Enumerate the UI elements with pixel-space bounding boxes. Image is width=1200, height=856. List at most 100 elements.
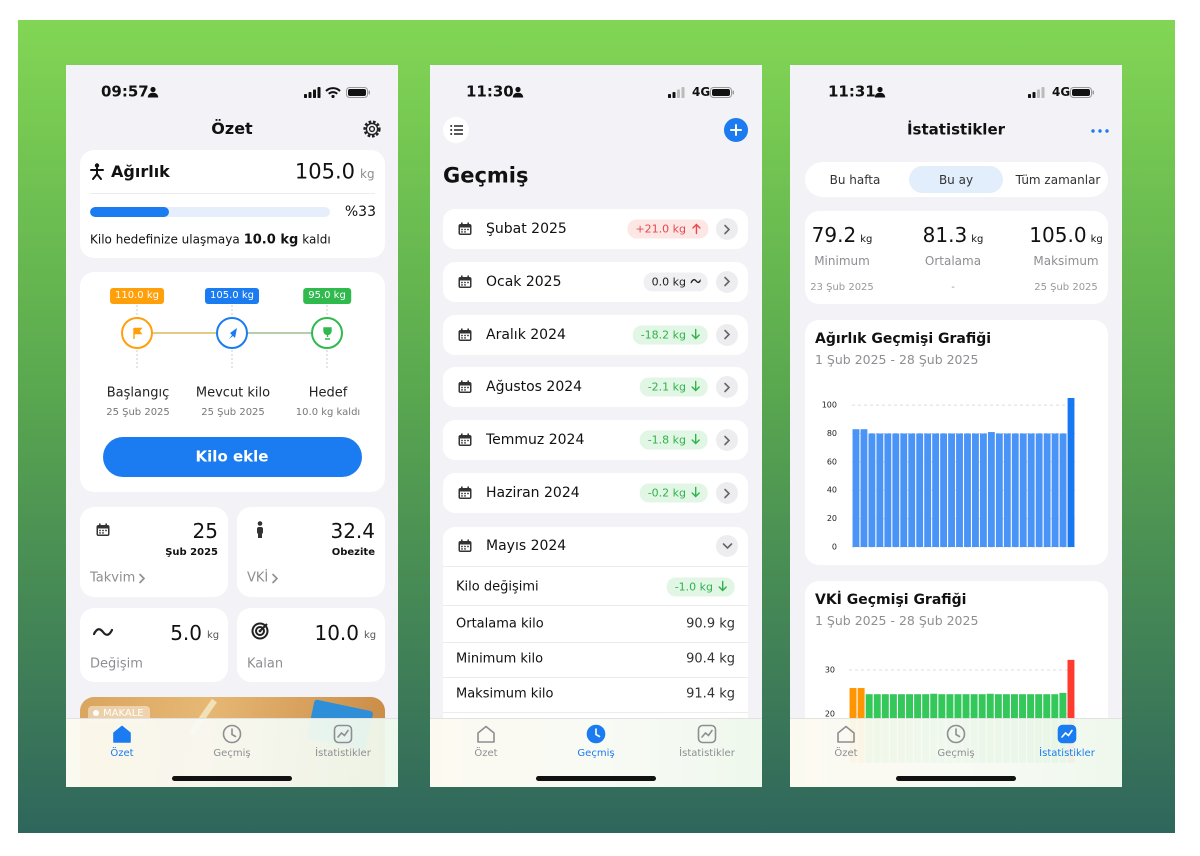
icon-part bbox=[464, 334, 466, 336]
info-tile[interactable]: 10.0 kg Kalan bbox=[237, 608, 385, 682]
settings[interactable] bbox=[362, 119, 382, 139]
tab-label[interactable]: Geçmiş bbox=[577, 748, 615, 759]
change-pill: -0.2 kg bbox=[639, 483, 708, 503]
icon-part bbox=[691, 223, 701, 235]
weight-card: Ağırlık 105.0 kg %33 Kilo hedefinize ulaşmay… bbox=[80, 150, 385, 258]
segment[interactable]: Bu hafta bbox=[829, 172, 881, 187]
chevron-button[interactable] bbox=[716, 270, 738, 293]
info-tile[interactable]: 32.4 Obezite VKİ bbox=[237, 507, 385, 597]
tab-icon[interactable] bbox=[333, 724, 353, 744]
icon-part bbox=[257, 521, 263, 538]
icon-part bbox=[467, 328, 469, 332]
collapse-button[interactable] bbox=[716, 535, 738, 557]
icon-part bbox=[99, 532, 101, 534]
tile-value: 25 bbox=[192, 519, 218, 543]
network: 4G bbox=[692, 85, 711, 99]
button-label[interactable]: Kilo ekle bbox=[195, 447, 269, 466]
tab-icon[interactable] bbox=[836, 724, 856, 744]
month-row[interactable]: Ocak 2025 0.0 kg bbox=[443, 261, 748, 302]
add-button[interactable] bbox=[724, 118, 748, 142]
stat-value: 105.0 bbox=[1029, 223, 1087, 247]
icon-part bbox=[690, 278, 702, 283]
tab-icon[interactable] bbox=[112, 724, 132, 744]
icon-part bbox=[461, 275, 463, 279]
tab-icon[interactable] bbox=[1057, 724, 1077, 744]
tab-icon[interactable] bbox=[222, 724, 242, 744]
add-weight-button[interactable]: Kilo ekle bbox=[103, 437, 362, 477]
tab-label[interactable]: İstatistikler bbox=[315, 748, 371, 759]
icon-part bbox=[251, 622, 269, 640]
tab-label[interactable]: Özet bbox=[110, 748, 134, 759]
tab-icon[interactable] bbox=[586, 724, 606, 744]
status-person bbox=[874, 86, 886, 98]
icon-part bbox=[461, 539, 463, 543]
icon-part bbox=[691, 381, 701, 392]
month-row[interactable]: Aralık 2024 -18.2 kg bbox=[443, 314, 748, 355]
tile-value: 32.4 bbox=[330, 519, 375, 543]
bar bbox=[948, 433, 955, 547]
tab-label[interactable]: İstatistikler bbox=[1039, 748, 1095, 759]
icon-part bbox=[453, 125, 463, 135]
icon-part bbox=[460, 280, 470, 287]
icon-part bbox=[467, 275, 469, 279]
icon-part bbox=[363, 120, 381, 138]
wifi bbox=[325, 86, 341, 99]
icon-part bbox=[690, 278, 702, 283]
trend-arrow bbox=[691, 223, 701, 235]
tab-icon[interactable] bbox=[476, 724, 496, 744]
icon-part bbox=[595, 728, 601, 738]
tab-label[interactable]: Geçmiş bbox=[937, 748, 975, 759]
tab-label[interactable]: Geçmiş bbox=[213, 748, 251, 759]
icon-part bbox=[147, 92, 159, 98]
icon-part bbox=[251, 622, 269, 640]
info-tile[interactable]: 25 Şub 2025 Takvim bbox=[80, 507, 228, 597]
icon-part bbox=[955, 728, 961, 738]
stat-date: 25 Şub 2025 bbox=[1034, 282, 1098, 293]
month-row[interactable]: Temmuz 2024 -1.8 kg bbox=[443, 420, 748, 461]
icon-part bbox=[461, 380, 463, 384]
chevron-button[interactable] bbox=[716, 376, 738, 399]
tile-label: Değişim bbox=[90, 656, 143, 672]
tab-icon[interactable] bbox=[697, 724, 717, 744]
plus-icon bbox=[730, 124, 742, 136]
status-person bbox=[147, 86, 159, 98]
segment[interactable]: Bu ay bbox=[938, 172, 974, 187]
tab-label[interactable]: Özet bbox=[474, 748, 498, 759]
month-row[interactable]: Şubat 2025 +21.0 kg bbox=[443, 209, 748, 249]
chevron bbox=[723, 382, 731, 393]
month-row[interactable]: Ağustos 2024 -2.1 kg bbox=[443, 367, 748, 408]
change-pill: 0.0 kg bbox=[643, 272, 708, 292]
stat-value: 81.3 bbox=[922, 223, 968, 247]
chevron-button[interactable] bbox=[716, 218, 738, 240]
icon-part bbox=[874, 92, 886, 98]
icon-part bbox=[460, 385, 470, 392]
month-row[interactable]: Haziran 2024 -0.2 kg bbox=[443, 473, 748, 513]
signal bbox=[1027, 86, 1045, 98]
change-value: -2.1 kg bbox=[647, 380, 686, 394]
icon-part bbox=[1057, 724, 1077, 744]
badge-text: MAKALE bbox=[103, 708, 144, 719]
icon-part bbox=[724, 276, 731, 287]
icon-part bbox=[724, 435, 731, 445]
more-button[interactable] bbox=[1091, 128, 1109, 133]
chevron-button[interactable] bbox=[716, 482, 738, 504]
stats-card: 79.2 kg Minimum 23 Şub 2025 81.3 kg Ortalama -1… bbox=[805, 211, 1108, 304]
separator bbox=[443, 712, 748, 713]
tab-label[interactable]: İstatistikler bbox=[679, 748, 735, 759]
segment[interactable]: Tüm zamanlar bbox=[1015, 172, 1101, 187]
bar bbox=[1027, 433, 1035, 547]
menu-button[interactable] bbox=[443, 117, 469, 143]
tab-icon[interactable] bbox=[946, 724, 966, 744]
chevron-button[interactable] bbox=[716, 429, 738, 452]
signal bbox=[667, 86, 685, 98]
stat-value-wrap: 81.3 kg bbox=[923, 225, 984, 245]
tab-label[interactable]: Özet bbox=[834, 748, 858, 759]
home-indicator bbox=[536, 776, 656, 781]
icon-part bbox=[1092, 90, 1094, 94]
chevron-button[interactable] bbox=[716, 323, 738, 346]
bar bbox=[868, 433, 876, 547]
chevron bbox=[723, 488, 731, 499]
icon-part bbox=[1069, 86, 1094, 98]
info-tile[interactable]: 5.0 kg Değişim bbox=[80, 608, 228, 682]
progress-label: %33 bbox=[344, 204, 376, 220]
